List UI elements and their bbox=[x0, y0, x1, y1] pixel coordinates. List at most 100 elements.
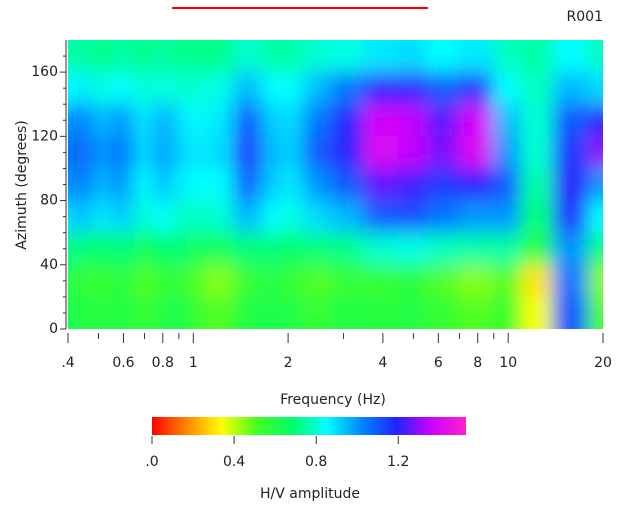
colorbar-tick-label: 1.2 bbox=[387, 454, 409, 470]
heat-cell bbox=[458, 200, 493, 233]
heat-cell bbox=[76, 296, 92, 329]
heat-cell bbox=[233, 136, 262, 169]
heat-cell bbox=[110, 136, 134, 169]
heat-cell bbox=[363, 104, 399, 137]
heat-cell bbox=[76, 40, 92, 73]
heat-cell bbox=[303, 136, 332, 169]
heat-cell bbox=[303, 232, 332, 265]
heat-cell bbox=[261, 232, 281, 265]
heat-cell bbox=[458, 264, 493, 297]
colorbar-tick-label: .0 bbox=[145, 454, 158, 470]
heat-cell bbox=[261, 72, 281, 105]
heat-cell bbox=[280, 40, 304, 73]
y-tick-label: 40 bbox=[40, 257, 58, 273]
heat-cell bbox=[91, 200, 111, 233]
heat-cell bbox=[261, 104, 281, 137]
heat-cell bbox=[261, 200, 281, 233]
heat-cell bbox=[492, 104, 521, 137]
heat-cell bbox=[520, 232, 553, 265]
heat-cell bbox=[233, 168, 262, 201]
heat-cell bbox=[303, 168, 332, 201]
heat-cell bbox=[110, 168, 134, 201]
heat-cell bbox=[331, 296, 364, 329]
heat-cell bbox=[186, 296, 206, 329]
heat-cell bbox=[170, 200, 187, 233]
heat-cell bbox=[76, 232, 92, 265]
heat-cell bbox=[331, 200, 364, 233]
heat-cell bbox=[76, 72, 92, 105]
y-axis-label: Azimuth (degrees) bbox=[14, 120, 30, 249]
x-tick-label: 0.6 bbox=[112, 355, 134, 371]
heat-cell bbox=[587, 136, 603, 169]
heat-cell bbox=[186, 72, 206, 105]
heat-cell bbox=[170, 40, 187, 73]
heat-cell bbox=[205, 40, 234, 73]
heatmap-cells bbox=[68, 40, 603, 329]
heat-cell bbox=[587, 200, 603, 233]
heat-cell bbox=[261, 40, 281, 73]
heat-cell bbox=[76, 168, 92, 201]
x-tick-label: 10 bbox=[499, 355, 517, 371]
heat-cell bbox=[76, 104, 92, 137]
heat-cell bbox=[552, 136, 588, 169]
heat-cell bbox=[280, 72, 304, 105]
heat-cell bbox=[458, 40, 493, 73]
heat-cell bbox=[91, 168, 111, 201]
heat-cell bbox=[587, 104, 603, 137]
x-tick-label: 6 bbox=[434, 355, 443, 371]
heat-cell bbox=[552, 264, 588, 297]
heat-cell bbox=[303, 264, 332, 297]
heat-cell bbox=[186, 136, 206, 169]
heat-cell bbox=[303, 296, 332, 329]
heat-cell bbox=[552, 72, 588, 105]
heat-cell bbox=[363, 296, 399, 329]
heat-cell bbox=[133, 200, 154, 233]
x-tick-label: 2 bbox=[284, 355, 293, 371]
heat-cell bbox=[363, 232, 399, 265]
heat-cell bbox=[458, 296, 493, 329]
heat-cell bbox=[303, 72, 332, 105]
heat-cell bbox=[425, 296, 459, 329]
colorbar-tick-label: 0.4 bbox=[223, 454, 245, 470]
heat-cell bbox=[492, 168, 521, 201]
heat-cell bbox=[205, 136, 234, 169]
heat-cell bbox=[186, 168, 206, 201]
heat-cell bbox=[492, 296, 521, 329]
heat-cell bbox=[303, 104, 332, 137]
heat-cell bbox=[205, 104, 234, 137]
heat-cell bbox=[205, 72, 234, 105]
colorbar-tick-label: 0.8 bbox=[305, 454, 327, 470]
heat-cell bbox=[133, 40, 154, 73]
heat-cell bbox=[280, 264, 304, 297]
x-tick-label: 1 bbox=[189, 355, 198, 371]
heat-cell bbox=[110, 296, 134, 329]
heat-cell bbox=[68, 136, 77, 169]
heat-cell bbox=[186, 200, 206, 233]
heat-cell bbox=[261, 264, 281, 297]
heat-cell bbox=[186, 104, 206, 137]
heat-cell bbox=[280, 104, 304, 137]
heat-cell bbox=[398, 200, 426, 233]
heat-cell bbox=[76, 136, 92, 169]
heat-cell bbox=[492, 232, 521, 265]
heat-cell bbox=[153, 168, 171, 201]
heat-cell bbox=[110, 40, 134, 73]
heat-cell bbox=[91, 136, 111, 169]
heat-cell bbox=[170, 72, 187, 105]
heat-cell bbox=[91, 40, 111, 73]
heat-cell bbox=[68, 168, 77, 201]
colorbar-label: H/V amplitude bbox=[260, 486, 360, 502]
heat-cell bbox=[280, 200, 304, 233]
heat-cell bbox=[331, 232, 364, 265]
heat-cell bbox=[363, 200, 399, 233]
heat-cell bbox=[110, 232, 134, 265]
heat-cell bbox=[425, 264, 459, 297]
heat-cell bbox=[492, 136, 521, 169]
heat-cell bbox=[492, 40, 521, 73]
heat-cell bbox=[76, 264, 92, 297]
heat-cell bbox=[520, 296, 553, 329]
heat-cell bbox=[91, 264, 111, 297]
heat-cell bbox=[425, 104, 459, 137]
heat-cell bbox=[492, 264, 521, 297]
x-tick-label: 4 bbox=[378, 355, 387, 371]
